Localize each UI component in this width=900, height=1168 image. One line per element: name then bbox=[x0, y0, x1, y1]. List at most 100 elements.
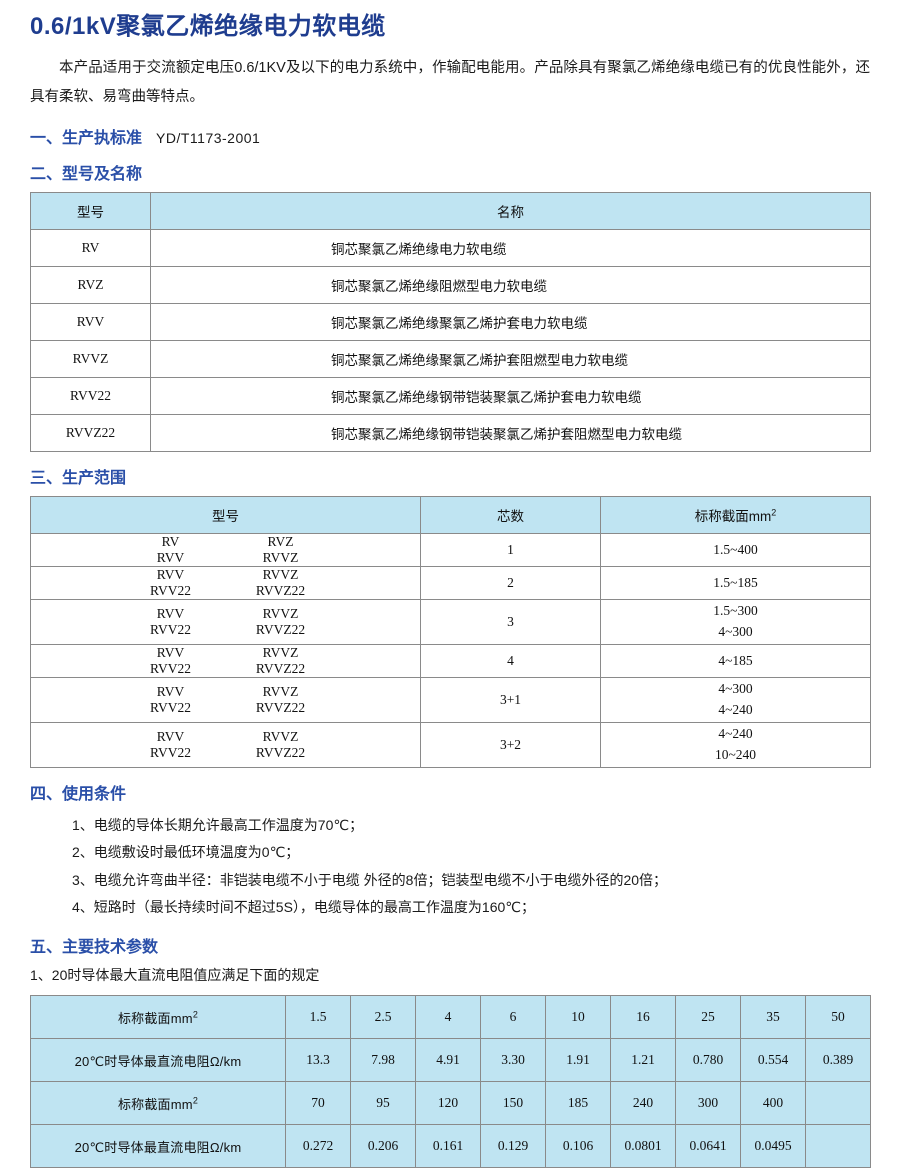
cell-value: 0.129 bbox=[480, 1124, 546, 1168]
table-row: RVV RVVZ RVV22 RVVZ22 3 1.5~300 4~300 bbox=[30, 599, 871, 646]
cell-name: 铜芯聚氯乙烯绝缘钢带铠装聚氯乙烯护套电力软电缆 bbox=[150, 377, 871, 416]
cell-value: 1.91 bbox=[545, 1038, 611, 1083]
cell-value: 185 bbox=[545, 1081, 611, 1126]
column-header-model: 型号 bbox=[30, 192, 151, 231]
section-value: 4~300 bbox=[718, 681, 753, 697]
cell-value: 70 bbox=[285, 1081, 351, 1126]
cell-value: 1.21 bbox=[610, 1038, 676, 1083]
model-code: RVVZ22 bbox=[255, 622, 306, 638]
table-header-row: 型号 芯数 标称截面mm2 bbox=[30, 496, 871, 535]
row-label-nominal-section: 标称截面mm2 bbox=[30, 995, 286, 1040]
model-code: RVVZ22 bbox=[255, 583, 306, 599]
production-range-table: 型号 芯数 标称截面mm2 RV RVZ RVV RVVZ 1 1.5~400 RVV RVV… bbox=[30, 496, 871, 768]
model-code: RVV bbox=[156, 729, 185, 744]
model-code: RVVZ bbox=[262, 645, 299, 661]
cell-value: 0.554 bbox=[740, 1038, 806, 1083]
column-header-section: 标称截面mm2 bbox=[600, 496, 871, 535]
condition-item: 4、短路时（最长持续时间不超过5S），电缆导体的最高工作温度为160℃； bbox=[72, 898, 535, 915]
section-heading-parameters: 五、主要技术参数 bbox=[30, 933, 870, 957]
cell-value: 1.5 bbox=[285, 995, 351, 1040]
section-value: 4~300 bbox=[718, 624, 753, 640]
cell-value: 6 bbox=[480, 995, 546, 1040]
model-code: RVV bbox=[156, 550, 185, 566]
cell-name: 铜芯聚氯乙烯绝缘钢带铠装聚氯乙烯护套阻燃型电力软电缆 bbox=[150, 414, 871, 453]
cell-models: RVV RVVZ RVV22 RVVZ22 bbox=[30, 677, 421, 724]
cell-nominal-section: 1.5~185 bbox=[600, 566, 871, 601]
section-heading-range: 三、生产范围 bbox=[30, 464, 870, 488]
cell-name: 铜芯聚氯乙烯绝缘电力软电缆 bbox=[150, 229, 871, 268]
cell-value: 10 bbox=[545, 995, 611, 1040]
model-code: RVVZ bbox=[262, 729, 299, 744]
cell-value: 13.3 bbox=[285, 1038, 351, 1083]
section-heading-range-label: 三、生产范围 bbox=[30, 470, 127, 488]
cell-value: 7.98 bbox=[350, 1038, 416, 1083]
model-code: RVVZ22 bbox=[255, 700, 306, 716]
cell-model: RVVZ22 bbox=[30, 414, 151, 453]
section-heading-standard: 一、生产执标准 YD/T1173-2001 bbox=[30, 124, 870, 148]
table-row: RVVZ22 铜芯聚氯乙烯绝缘钢带铠装聚氯乙烯护套阻燃型电力软电缆 bbox=[30, 414, 871, 453]
models-table: 型号 名称 RV 铜芯聚氯乙烯绝缘电力软电缆 RVZ 铜芯聚氯乙烯绝缘阻燃型电力软电缆… bbox=[30, 192, 871, 453]
table-row: 标称截面mm2 70 95 120 150 185 240 300 400 bbox=[30, 1081, 871, 1126]
cell-value: 50 bbox=[805, 995, 871, 1040]
cell-models: RV RVZ RVV RVVZ bbox=[30, 533, 421, 568]
cell-model: RVZ bbox=[30, 266, 151, 305]
cell-value: 2.5 bbox=[350, 995, 416, 1040]
cell-model: RVVZ bbox=[30, 340, 151, 379]
model-code: RVV bbox=[156, 567, 185, 583]
column-header-cores: 芯数 bbox=[420, 496, 601, 535]
cell-cores: 4 bbox=[420, 644, 601, 679]
cell-nominal-section: 1.5~400 bbox=[600, 533, 871, 568]
cell-nominal-section: 1.5~300 4~300 bbox=[600, 599, 871, 646]
row-label-dc-resistance: 20℃时导体最直流电阻Ω/km bbox=[30, 1124, 286, 1168]
model-code: RVVZ22 bbox=[255, 745, 306, 760]
table-row: RV 铜芯聚氯乙烯绝缘电力软电缆 bbox=[30, 229, 871, 268]
table-row: RVVZ 铜芯聚氯乙烯绝缘聚氯乙烯护套阻燃型电力软电缆 bbox=[30, 340, 871, 379]
cell-value: 0.780 bbox=[675, 1038, 741, 1083]
cell-models: RVV RVVZ RVV22 RVVZ22 bbox=[30, 644, 421, 679]
condition-item: 1、电缆的导体长期允许最高工作温度为70℃； bbox=[72, 816, 364, 833]
section-value: 1.5~300 bbox=[713, 603, 758, 619]
section-value: 1.5~400 bbox=[713, 541, 758, 557]
cell-value: 150 bbox=[480, 1081, 546, 1126]
cell-nominal-section: 4~240 10~240 bbox=[600, 722, 871, 768]
model-code: RVV22 bbox=[150, 622, 191, 638]
cell-value: 120 bbox=[415, 1081, 481, 1126]
cell-value: 3.30 bbox=[480, 1038, 546, 1083]
cell-value bbox=[805, 1124, 871, 1168]
table-row: RVV 铜芯聚氯乙烯绝缘聚氯乙烯护套电力软电缆 bbox=[30, 303, 871, 342]
model-code: RVVZ22 bbox=[255, 661, 306, 677]
cell-value: 0.206 bbox=[350, 1124, 416, 1168]
table-row: RVZ 铜芯聚氯乙烯绝缘阻燃型电力软电缆 bbox=[30, 266, 871, 305]
cell-value: 400 bbox=[740, 1081, 806, 1126]
cell-value: 0.389 bbox=[805, 1038, 871, 1083]
row-label-nominal-section: 标称截面mm2 bbox=[30, 1081, 286, 1126]
model-code: RV bbox=[161, 534, 180, 550]
cell-cores: 3 bbox=[420, 599, 601, 646]
cell-cores: 3+2 bbox=[420, 722, 601, 768]
cell-models: RVV RVVZ RVV22 RVVZ22 bbox=[30, 722, 421, 768]
cell-value: 16 bbox=[610, 995, 676, 1040]
section-heading-models-label: 二、型号及名称 bbox=[30, 166, 143, 184]
cell-cores: 3+1 bbox=[420, 677, 601, 724]
model-code: RVV22 bbox=[150, 700, 191, 716]
model-code: RVV bbox=[156, 645, 185, 661]
section-value: 4~240 bbox=[718, 726, 753, 742]
intro-paragraph: 本产品适用于交流额定电压0.6/1KV及以下的电力系统中，作输配电能用。产品除具… bbox=[30, 60, 870, 106]
parameters-note: 1、20时导体最大直流电阻值应满足下面的规定 bbox=[30, 967, 320, 984]
column-header-model: 型号 bbox=[30, 496, 421, 535]
condition-item: 2、电缆敷设时最低环境温度为0℃； bbox=[72, 844, 300, 861]
model-code: RVV22 bbox=[150, 745, 191, 760]
model-code: RVV22 bbox=[150, 583, 191, 599]
table-row: 20℃时导体最直流电阻Ω/km 13.3 7.98 4.91 3.30 1.91 1.21 0… bbox=[30, 1038, 871, 1083]
table-row: RVV22 铜芯聚氯乙烯绝缘钢带铠装聚氯乙烯护套电力软电缆 bbox=[30, 377, 871, 416]
cell-value: 0.272 bbox=[285, 1124, 351, 1168]
section-heading-parameters-label: 五、主要技术参数 bbox=[30, 939, 159, 957]
table-row: RVV RVVZ RVV22 RVVZ22 4 4~185 bbox=[30, 644, 871, 679]
cell-model: RVV bbox=[30, 303, 151, 342]
section-heading-conditions: 四、使用条件 bbox=[30, 780, 870, 804]
conditions-list: 1、电缆的导体长期允许最高工作温度为70℃； 2、电缆敷设时最低环境温度为0℃； 3… bbox=[30, 812, 870, 921]
table-header-row: 型号 名称 bbox=[30, 192, 871, 231]
model-code: RVVZ bbox=[262, 684, 299, 700]
table-row: 20℃时导体最直流电阻Ω/km 0.272 0.206 0.161 0.129 0.106… bbox=[30, 1124, 871, 1168]
